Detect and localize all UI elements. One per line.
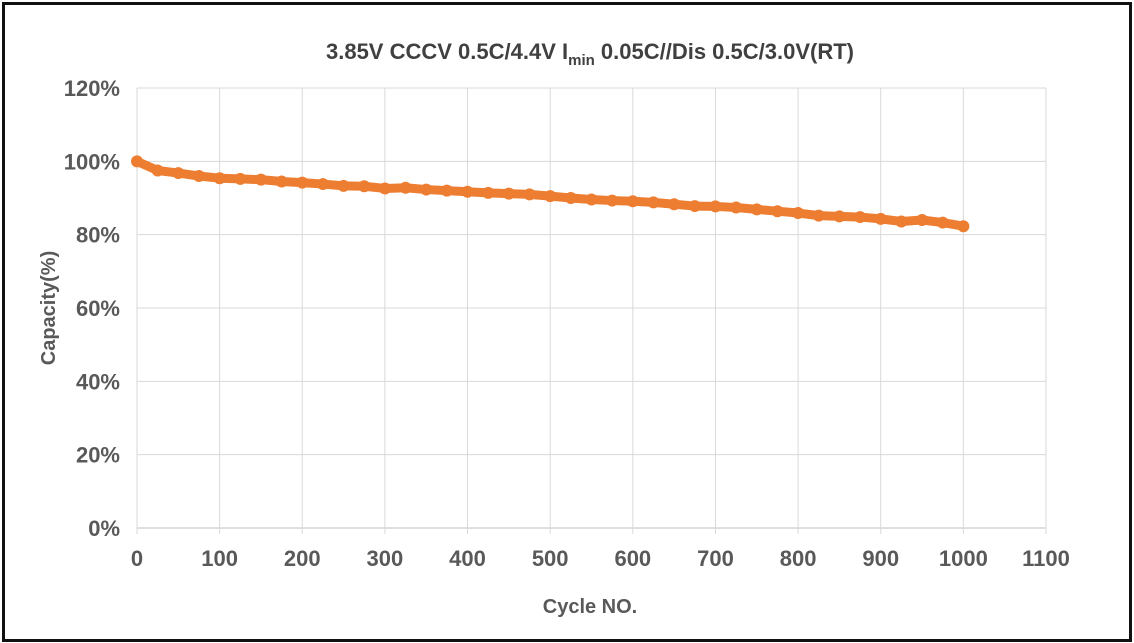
data-point — [585, 193, 598, 206]
data-point — [895, 215, 908, 228]
data-point — [730, 201, 743, 214]
data-point — [234, 172, 247, 185]
x-tick-label: 400 — [449, 546, 486, 571]
data-point — [792, 207, 805, 220]
chart-title: 3.85V CCCV 0.5C/4.4V Imin 0.05C//Dis 0.5… — [326, 39, 854, 69]
y-tick-label: 60% — [76, 296, 120, 321]
data-point — [316, 178, 329, 191]
data-point — [172, 167, 185, 180]
data-point — [337, 179, 350, 192]
data-point — [523, 188, 536, 201]
capacity-series — [131, 155, 970, 233]
data-point — [668, 198, 681, 211]
grid — [136, 87, 1047, 534]
x-tick-label: 700 — [697, 546, 734, 571]
y-tick-label: 80% — [76, 223, 120, 248]
data-point — [874, 212, 887, 225]
data-point — [647, 196, 660, 209]
data-point — [854, 211, 867, 224]
data-point — [771, 205, 784, 218]
data-point — [709, 200, 722, 213]
y-tick-label: 40% — [76, 369, 120, 394]
data-point — [833, 210, 846, 223]
data-point — [296, 176, 309, 189]
data-point — [358, 180, 371, 193]
data-point — [916, 214, 929, 226]
data-point — [502, 187, 515, 200]
x-tick-label: 200 — [284, 546, 321, 571]
data-point — [606, 194, 619, 207]
x-tick-label: 800 — [780, 546, 817, 571]
x-tick-label: 300 — [367, 546, 404, 571]
y-tick-label: 20% — [76, 443, 120, 468]
data-point — [254, 173, 267, 186]
data-point — [544, 190, 557, 203]
data-point — [750, 203, 763, 216]
data-point — [192, 170, 205, 182]
y-tick-label: 120% — [64, 76, 120, 101]
data-point — [151, 164, 164, 177]
y-tick-label: 0% — [88, 516, 120, 541]
x-axis: 0 100 200 300 400 500 600 700 800 900 1000 1100 — [131, 546, 1070, 571]
data-point — [564, 192, 577, 204]
data-point — [378, 182, 391, 195]
y-axis-label: Capacity(%) — [38, 251, 60, 365]
data-point — [936, 216, 949, 229]
data-point — [420, 183, 433, 196]
data-point — [482, 186, 495, 199]
data-point — [812, 209, 825, 222]
x-tick-label: 1000 — [939, 546, 988, 571]
data-point — [957, 220, 970, 233]
data-point — [131, 155, 143, 168]
data-point — [688, 200, 701, 213]
x-tick-label: 600 — [614, 546, 651, 571]
data-point — [275, 175, 288, 188]
y-tick-label: 100% — [64, 149, 120, 174]
x-axis-label: Cycle NO. — [543, 596, 637, 618]
x-tick-label: 1100 — [1022, 546, 1070, 571]
x-tick-label: 900 — [862, 546, 899, 571]
data-point — [461, 185, 474, 198]
data-point — [399, 181, 412, 194]
data-point — [626, 195, 639, 208]
data-point — [440, 184, 453, 197]
y-axis: 0% 20% 40% 60% 80% 100% 120% — [64, 76, 120, 541]
x-tick-label: 500 — [532, 546, 569, 571]
x-tick-label: 100 — [201, 546, 238, 571]
data-point — [213, 172, 226, 185]
x-tick-label: 0 — [131, 546, 143, 571]
